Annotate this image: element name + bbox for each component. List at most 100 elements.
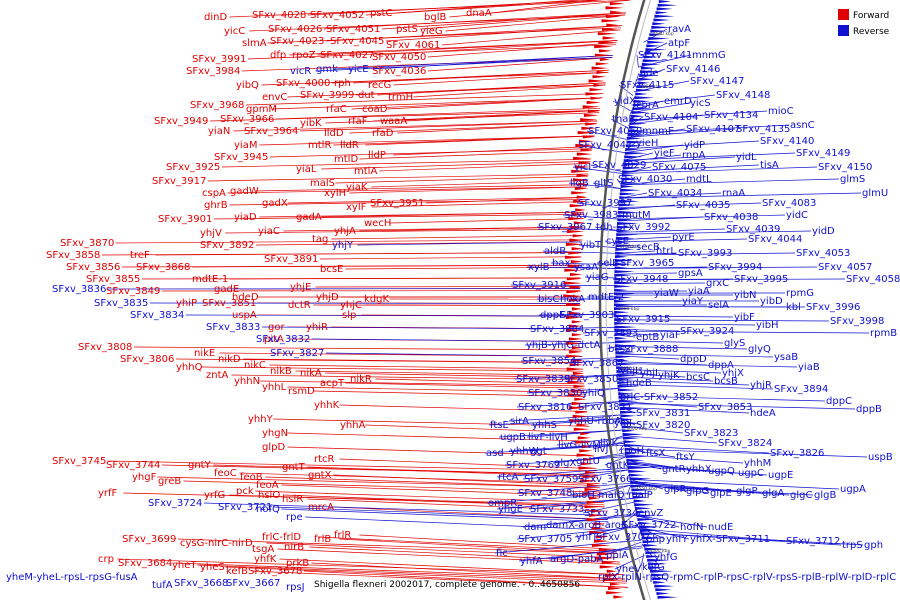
reverse-feature-arrow [628, 469, 647, 473]
reverse-gene-label: glpE [710, 488, 732, 499]
leader-line [245, 93, 604, 106]
reverse-gene-label: tisA [760, 160, 779, 171]
scale-tick-label: 3600 kbp [626, 426, 647, 432]
reverse-gene-label: aldB [544, 246, 566, 257]
leader-line [640, 553, 645, 568]
reverse-feature-arrow [654, 584, 675, 588]
reverse-feature-arrow [614, 273, 632, 277]
forward-feature-arrow [572, 414, 589, 418]
leader-line [317, 40, 618, 56]
leader-line [628, 465, 768, 476]
forward-feature-arrow [578, 161, 592, 165]
reverse-feature-arrow [633, 99, 651, 103]
reverse-gene-label: nudE [708, 522, 733, 533]
forward-gene-label: envC [262, 92, 287, 103]
reverse-feature-arrow [615, 358, 630, 362]
reverse-feature-arrow [614, 344, 632, 348]
reverse-gene-label: bcsC [686, 372, 710, 383]
reverse-feature-arrow [656, 592, 670, 595]
leader-line [303, 570, 628, 588]
reverse-gene-label: hofN [680, 522, 703, 533]
forward-feature-arrow [594, 53, 612, 57]
forward-gene-label: dut [358, 90, 375, 101]
leader-line [570, 484, 631, 496]
forward-feature-arrow [571, 247, 584, 251]
bottom-gene-label: rplX-rplN-rpsQ-rpmC-rplP-rpsC-rplV-rpsS-… [598, 572, 896, 583]
reverse-feature-arrow [622, 170, 639, 174]
reverse-gene-label: htrL [656, 246, 676, 257]
leader-line [133, 346, 582, 351]
reverse-gene-label: SFxv_4134 [704, 110, 758, 121]
forward-gene-label: SFxv_4051 [326, 24, 380, 35]
reverse-gene-label: yhjR [750, 380, 772, 391]
scale-tick-label: 3500 kbp [649, 548, 670, 554]
leader-line [255, 490, 604, 503]
forward-feature-arrow [572, 371, 585, 375]
reverse-feature-arrow [656, 7, 673, 11]
reverse-gene-label: SFxv_4148 [716, 90, 770, 101]
reverse-gene-label: ugpC [738, 468, 764, 479]
reverse-gene-label: SFxv_4034 [648, 188, 702, 199]
leader-line [623, 156, 736, 165]
reverse-gene-label: ugpB [500, 432, 526, 443]
leader-line [594, 226, 618, 231]
leader-line [580, 387, 620, 394]
leader-line [305, 516, 611, 531]
reverse-gene-label: SFxv_4150 [818, 162, 872, 173]
forward-gene-label: SFxv_3849 [106, 286, 160, 297]
leader-line [425, 197, 586, 204]
leader-line [586, 130, 627, 140]
reverse-gene-label: mdtL [686, 174, 712, 185]
reverse-feature-arrow [617, 381, 632, 385]
reverse-gene-label: grxC [706, 278, 729, 289]
reverse-gene-label: SFxv_3707 [596, 532, 650, 543]
reverse-gene-label: yieH [636, 138, 658, 149]
forward-feature-arrow [588, 79, 606, 83]
forward-feature-arrow [605, 6, 624, 10]
leader-line [266, 542, 619, 559]
legend-reverse-swatch [838, 25, 849, 36]
leader-line [157, 476, 601, 489]
forward-gene-label: wecH [364, 218, 391, 229]
forward-feature-arrow [570, 389, 586, 393]
forward-gene-label: dfp [270, 50, 286, 61]
leader-line [516, 482, 631, 494]
leader-line [486, 492, 633, 504]
forward-feature-arrow [575, 410, 588, 414]
forward-gene-label: yiaN [208, 126, 230, 137]
reverse-gene-label: bioH [572, 490, 595, 501]
reverse-gene-label: rnaA [722, 188, 745, 199]
reverse-gene-label: SFxv_3836 [52, 284, 106, 295]
forward-gene-label: yrfF [98, 488, 118, 499]
bottom-gene-label: SFxv_3668 [174, 578, 228, 589]
leader-line [612, 416, 623, 424]
reverse-gene-label: SFxv_4057 [818, 262, 872, 273]
reverse-feature-arrow [636, 88, 652, 92]
reverse-feature-arrow [614, 303, 636, 307]
leader-line [617, 361, 708, 366]
forward-feature-arrow [586, 483, 599, 487]
forward-gene-label: nikR [350, 374, 372, 385]
leader-line [427, 42, 617, 58]
leader-line [201, 366, 584, 372]
forward-feature-arrow [572, 234, 584, 238]
reverse-feature-arrow [638, 521, 652, 525]
leader-line [496, 467, 629, 478]
reverse-gene-label: SFxv_3721 [218, 502, 272, 513]
reverse-gene-label: yidP [684, 140, 705, 151]
reverse-feature-arrow [620, 410, 640, 414]
reverse-feature-arrow [629, 122, 647, 126]
forward-gene-label: SFxv_3968 [190, 100, 244, 111]
forward-feature-arrow [568, 311, 583, 315]
leader-line [572, 266, 617, 269]
forward-feature-arrow [575, 440, 592, 444]
reverse-feature-arrow [616, 225, 636, 229]
forward-gene-label: SFxv_3891 [264, 254, 318, 265]
leader-line [221, 158, 591, 168]
forward-feature-arrow [576, 152, 593, 156]
reverse-feature-arrow [621, 177, 642, 181]
leader-line [339, 458, 597, 470]
genome-title: Shigella flexneri 2002017, complete geno… [314, 580, 580, 590]
reverse-feature-arrow [614, 292, 636, 296]
leader-line [349, 186, 587, 194]
